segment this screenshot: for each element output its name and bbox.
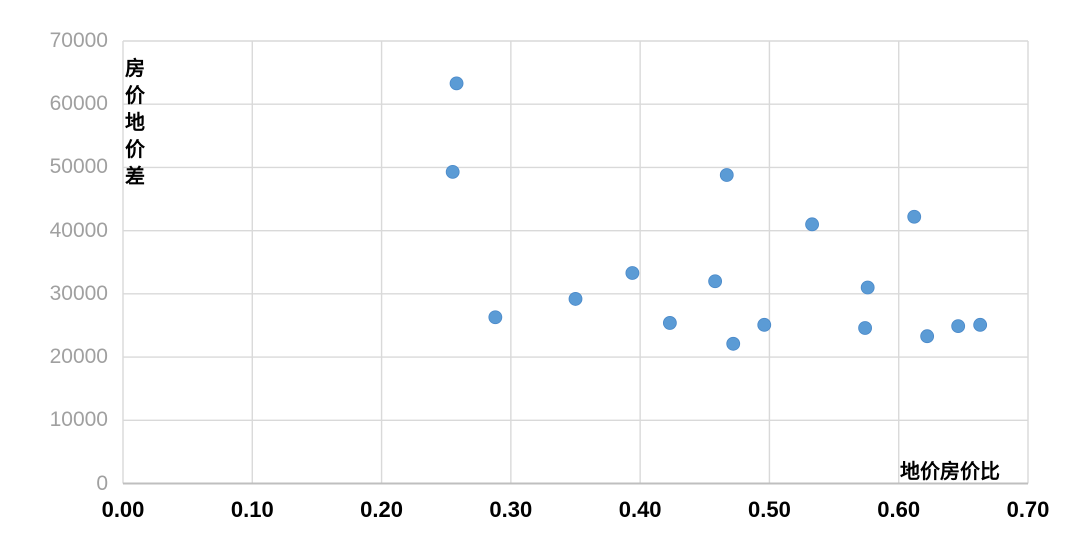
x-tick-label: 0.70 — [1006, 497, 1050, 522]
y-tick-label: 70000 — [49, 29, 108, 52]
x-axis-title: 地价房价比 — [900, 461, 1000, 483]
scatter-point — [726, 336, 741, 351]
scatter-point — [805, 217, 819, 232]
scatter-point — [708, 274, 723, 289]
y-tick-label: 10000 — [49, 408, 108, 432]
y-tick-label: 60000 — [49, 92, 108, 116]
scatter-point — [719, 168, 734, 182]
scatter-point — [568, 292, 583, 306]
x-tick-label: 0.30 — [489, 497, 533, 522]
y-tick-label: 20000 — [49, 345, 108, 369]
scatter-point — [625, 266, 640, 280]
scatter-point — [860, 280, 875, 295]
x-tick-label: 0.00 — [101, 497, 145, 522]
y-axis-title: 房价地价差 — [125, 58, 145, 188]
scatter-point — [662, 316, 677, 330]
x-tick-label: 0.50 — [748, 497, 791, 522]
scatter-point — [907, 209, 922, 224]
scatter-point — [449, 76, 464, 91]
scatter-point — [445, 164, 460, 179]
scatter-point — [951, 319, 966, 333]
x-tick-label: 0.40 — [618, 497, 662, 522]
scatter-point — [488, 310, 503, 325]
scatter-point — [973, 317, 988, 332]
y-tick-label: 40000 — [49, 218, 108, 242]
scatter-point — [920, 329, 935, 344]
x-tick-label: 0.60 — [877, 497, 921, 522]
x-tick-label: 0.10 — [230, 497, 274, 522]
scatter-point — [757, 317, 772, 332]
x-tick-label: 0.20 — [360, 497, 403, 522]
y-tick-label: 0 — [96, 471, 108, 495]
scatter-point — [858, 321, 872, 335]
y-tick-label: 30000 — [49, 281, 108, 305]
y-tick-label: 50000 — [49, 155, 108, 179]
